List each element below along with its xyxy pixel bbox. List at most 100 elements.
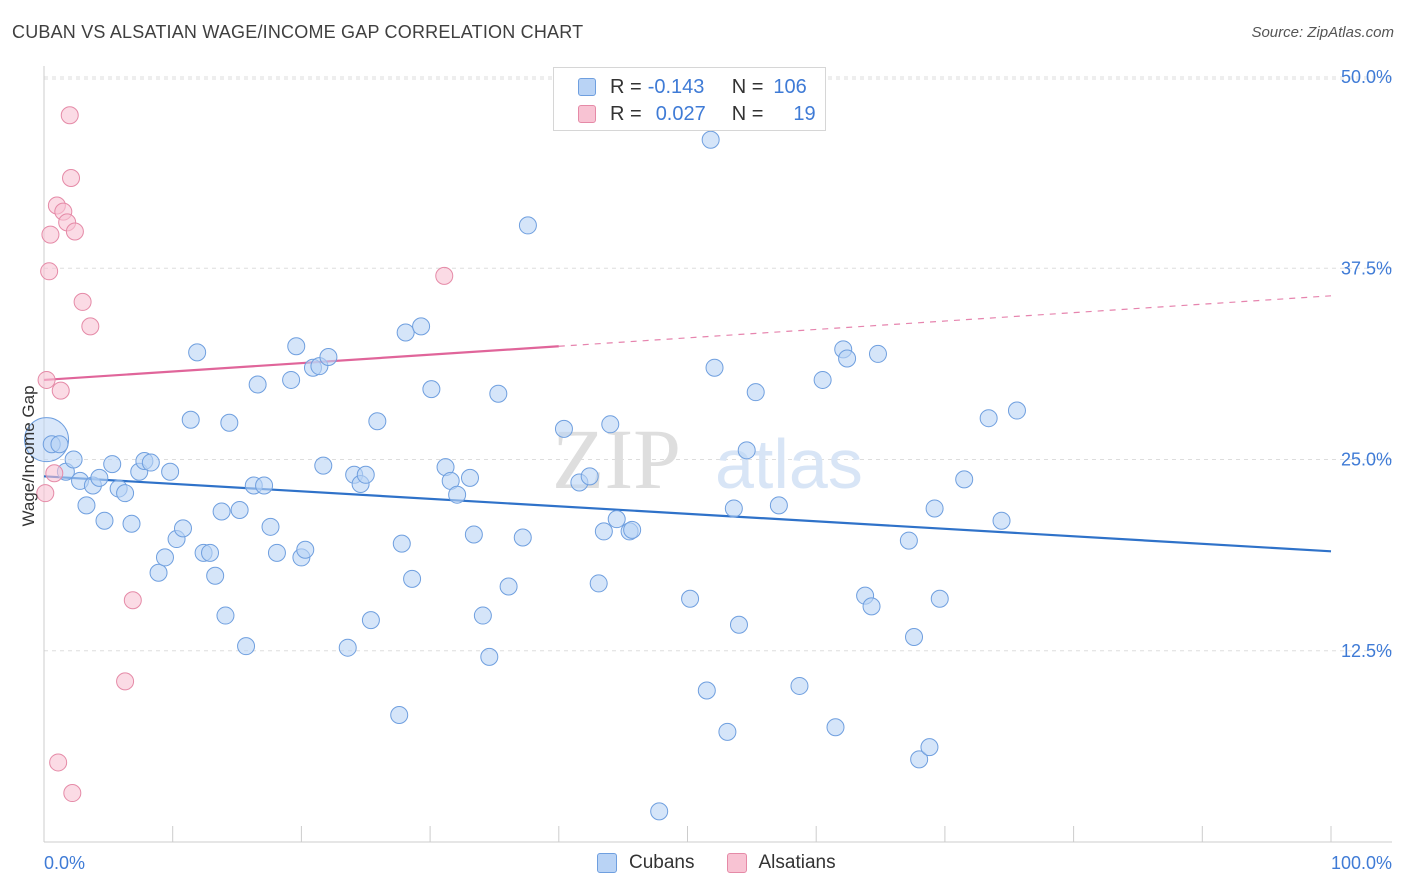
cubans-point bbox=[718, 722, 737, 741]
cubans-point bbox=[460, 468, 479, 487]
x-tick-label-min: 0.0% bbox=[44, 853, 85, 873]
x-tick-label-max: 100.0% bbox=[1331, 853, 1392, 873]
cubans-point bbox=[705, 358, 724, 377]
cubans-point bbox=[724, 499, 743, 518]
watermark: ZIP atlas bbox=[552, 411, 863, 507]
cubans-point bbox=[392, 534, 411, 553]
alsatians-point bbox=[41, 225, 60, 244]
cubans-point bbox=[267, 543, 286, 562]
alsatians-point bbox=[123, 591, 142, 610]
cubans-point bbox=[607, 510, 626, 529]
cubans-legend-label: Cubans bbox=[629, 852, 695, 873]
alsatians-point bbox=[63, 784, 82, 803]
legend-n-value: 106 bbox=[773, 75, 807, 98]
cubans-point bbox=[50, 435, 69, 454]
legend-n-value: 19 bbox=[793, 102, 816, 125]
cubans-point bbox=[930, 589, 949, 608]
cubans-point bbox=[594, 522, 613, 541]
tick-labels: 12.5% 25.0% 37.5% 50.0% 0.0% 100.0% bbox=[44, 67, 1392, 873]
cubans-point bbox=[650, 802, 669, 821]
cubans-point bbox=[261, 517, 280, 536]
legend-r-label: R = bbox=[610, 102, 642, 125]
cubans-point bbox=[116, 484, 135, 503]
cubans-point bbox=[464, 525, 483, 544]
cubans-point bbox=[601, 415, 620, 434]
cubans-point bbox=[905, 627, 924, 646]
cubans-point bbox=[155, 548, 174, 567]
cubans-point bbox=[412, 317, 431, 336]
cubans-point bbox=[681, 589, 700, 608]
cubans-point bbox=[255, 476, 274, 495]
alsatians-trend-extension bbox=[558, 295, 1332, 347]
legend-n-label: N = bbox=[731, 102, 764, 125]
alsatians-trend-line bbox=[43, 345, 559, 382]
stats-legend: R = -0.143 N = 106 R = 0.027 N = 19 bbox=[553, 67, 826, 131]
cubans-point bbox=[868, 344, 887, 363]
cubans-point bbox=[518, 216, 537, 235]
cubans-point bbox=[141, 453, 160, 472]
legend-r-value: 0.027 bbox=[655, 102, 706, 125]
cubans-point bbox=[390, 706, 409, 725]
cubans-point bbox=[992, 511, 1011, 530]
alsatians-point bbox=[81, 317, 100, 336]
y-tick-label: 50.0% bbox=[1341, 67, 1392, 87]
cubans-point bbox=[813, 370, 832, 389]
cubans-point bbox=[920, 738, 939, 757]
cubans-point bbox=[173, 519, 192, 538]
cubans-point bbox=[103, 455, 122, 474]
y-tick-label: 25.0% bbox=[1341, 450, 1392, 470]
cubans-point bbox=[489, 384, 508, 403]
cubans-point bbox=[90, 468, 109, 487]
cubans-point bbox=[826, 718, 845, 737]
cubans-point bbox=[237, 637, 256, 656]
cubans-point bbox=[64, 450, 83, 469]
cubans-point bbox=[181, 410, 200, 429]
alsatians-point bbox=[45, 464, 64, 483]
cubans-point bbox=[282, 370, 301, 389]
cubans-point bbox=[838, 349, 857, 368]
cubans-legend-swatch bbox=[597, 853, 617, 873]
chart-title: CUBAN VS ALSATIAN WAGE/INCOME GAP CORREL… bbox=[12, 22, 584, 42]
cubans-point bbox=[554, 419, 573, 438]
cubans-point bbox=[396, 323, 415, 342]
legend-row-alsatians: R = 0.027 N = 19 bbox=[578, 103, 816, 125]
cubans-point bbox=[910, 750, 929, 769]
cubans-point bbox=[149, 563, 168, 582]
source-label: Source: ZipAtlas.com bbox=[1251, 24, 1394, 41]
legend-r-label: R = bbox=[610, 75, 642, 98]
alsatians-point bbox=[51, 381, 70, 400]
data-points bbox=[24, 106, 1026, 821]
cubans-point bbox=[862, 597, 881, 616]
alsatians-point bbox=[65, 222, 84, 241]
alsatians-point bbox=[73, 292, 92, 311]
cubans-point bbox=[122, 514, 141, 533]
cubans-point bbox=[319, 347, 338, 366]
alsatians-point bbox=[36, 484, 55, 503]
alsatians-point bbox=[60, 106, 79, 125]
cubans-point bbox=[701, 130, 720, 149]
cubans-point bbox=[220, 413, 239, 432]
cubans-point bbox=[206, 566, 225, 585]
y-axis-title: Wage/Income Gap bbox=[19, 385, 38, 526]
cubans-point bbox=[589, 574, 608, 593]
y-tick-label: 12.5% bbox=[1341, 641, 1392, 661]
cubans-point bbox=[955, 470, 974, 489]
cubans-point bbox=[737, 441, 756, 460]
cubans-point bbox=[623, 520, 642, 539]
alsatians-point bbox=[116, 672, 135, 691]
cubans-point bbox=[473, 606, 492, 625]
cubans-point bbox=[697, 681, 716, 700]
cubans-point bbox=[161, 462, 180, 481]
cubans-point bbox=[212, 502, 231, 521]
cubans-point bbox=[361, 611, 380, 630]
cubans-point bbox=[230, 500, 249, 519]
alsatians-point bbox=[435, 266, 454, 285]
cubans-point bbox=[201, 543, 220, 562]
cubans-point bbox=[899, 531, 918, 550]
alsatians-point bbox=[40, 262, 59, 281]
cubans-point bbox=[248, 375, 267, 394]
cubans-point bbox=[368, 412, 387, 431]
cubans-point bbox=[422, 380, 441, 399]
cubans-point bbox=[580, 467, 599, 486]
